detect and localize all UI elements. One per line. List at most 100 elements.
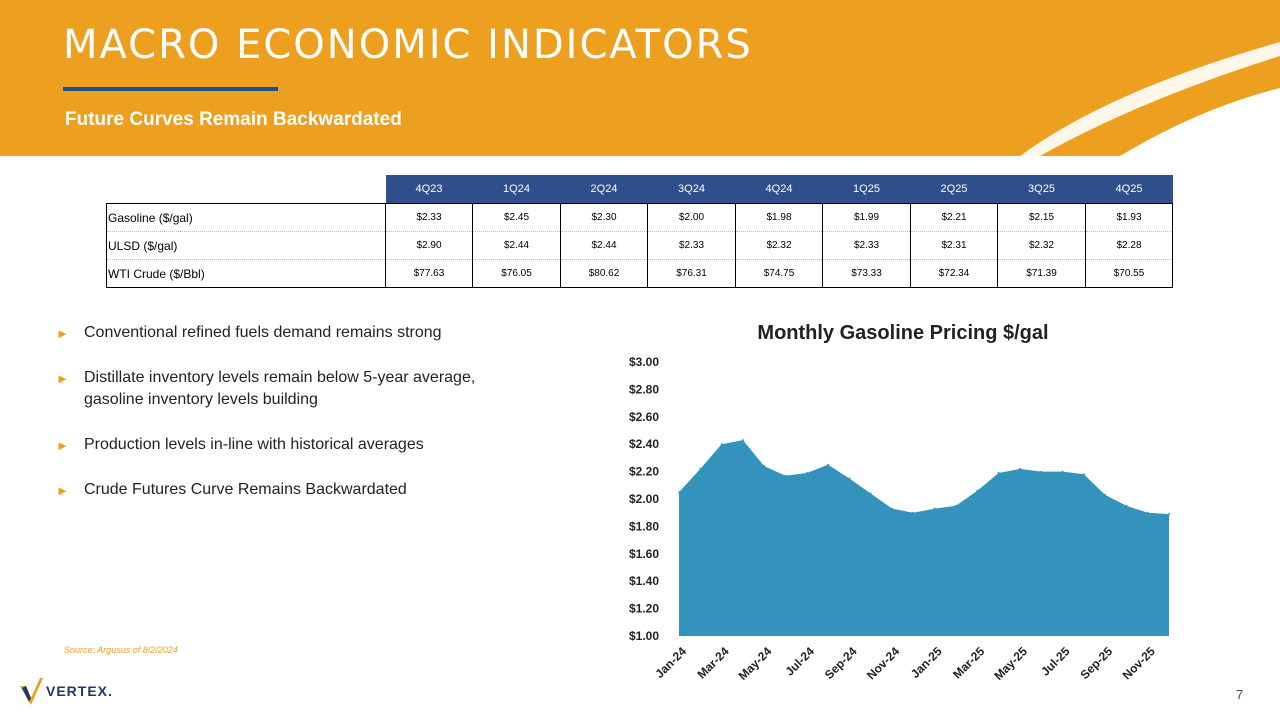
x-tick-label: Jul-25 — [1038, 644, 1073, 679]
header-swoosh-decoration — [1020, 42, 1280, 156]
vertex-chevron-icon — [20, 678, 43, 705]
row-label: ULSD ($/gal) — [106, 231, 386, 260]
data-point — [976, 489, 979, 492]
data-point — [678, 491, 680, 494]
table-header-cell: 4Q24 — [735, 175, 823, 204]
table-header-cell: 4Q25 — [1085, 175, 1173, 204]
data-point — [1082, 473, 1085, 476]
table-cell: $76.05 — [472, 259, 561, 288]
table-cell: $1.98 — [735, 203, 823, 232]
table-cell: $2.44 — [560, 231, 648, 260]
chart-title: Monthly Gasoline Pricing $/gal — [757, 322, 1048, 344]
bullet-text: Conventional refined fuels demand remain… — [84, 324, 442, 341]
futures-table: 4Q23 1Q24 2Q24 3Q24 4Q24 1Q25 2Q25 3Q25 … — [106, 175, 1173, 288]
table-cell: $2.15 — [997, 203, 1086, 232]
x-tick-label: Jul-24 — [783, 644, 818, 679]
bullet-text: Crude Futures Curve Remains Backwardated — [84, 481, 407, 498]
table-cell: $2.44 — [472, 231, 561, 260]
data-point — [1125, 504, 1128, 507]
bullet-item: ► Distillate inventory levels remain belo… — [56, 367, 526, 411]
data-point — [805, 472, 808, 474]
bullet-arrow-icon: ► — [56, 371, 69, 386]
table-header-cell: 1Q25 — [822, 175, 911, 204]
table-header-blank — [106, 175, 386, 204]
title-underline — [63, 87, 278, 91]
bullet-item: ► Conventional refined fuels demand remai… — [56, 322, 526, 344]
data-point — [1168, 513, 1170, 516]
data-point — [827, 463, 830, 466]
y-tick-label: $1.40 — [629, 574, 659, 588]
table-cell: $2.21 — [910, 203, 998, 232]
data-point — [933, 507, 936, 510]
data-point — [699, 467, 702, 470]
data-point — [955, 504, 957, 507]
bullet-arrow-icon: ► — [56, 483, 69, 498]
table-row: ULSD ($/gal) $2.90 $2.44 $2.44 $2.33 $2.… — [106, 231, 1173, 260]
data-point — [1061, 470, 1064, 473]
table-row: Gasoline ($/gal) $2.33 $2.45 $2.30 $2.00… — [106, 203, 1173, 232]
x-tick-label: May-24 — [736, 644, 775, 683]
bullet-item: ► Crude Futures Curve Remains Backwardate… — [56, 479, 526, 501]
data-point — [912, 511, 915, 514]
table-header-cell: 4Q23 — [385, 175, 473, 204]
table-cell: $2.00 — [647, 203, 736, 232]
table-cell: $80.62 — [560, 259, 648, 288]
data-point — [997, 472, 1000, 474]
data-point — [741, 439, 744, 442]
y-tick-label: $1.60 — [629, 547, 659, 561]
table-cell: $72.34 — [910, 259, 998, 288]
vertex-logo: VERTEX. — [18, 676, 113, 706]
bullet-text: Distillate inventory levels remain below… — [84, 369, 476, 408]
y-tick-label: $2.80 — [629, 382, 659, 396]
gasoline-area-series — [679, 440, 1169, 636]
table-header-cell: 2Q24 — [560, 175, 648, 204]
y-tick-label: $1.80 — [629, 519, 659, 533]
header-band: MACRO ECONOMIC INDICATORS Future Curves … — [0, 0, 1280, 156]
table-cell: $2.45 — [472, 203, 561, 232]
table-cell: $70.55 — [1085, 259, 1173, 288]
table-cell: $2.33 — [647, 231, 736, 260]
data-point — [869, 492, 872, 495]
table-cell: $1.93 — [1085, 203, 1173, 232]
row-label: WTI Crude ($/Bbl) — [106, 259, 386, 288]
y-tick-label: $3.00 — [629, 355, 659, 369]
x-tick-label: May-25 — [991, 644, 1030, 683]
bullet-list: ► Conventional refined fuels demand remai… — [56, 322, 526, 524]
bullet-arrow-icon: ► — [56, 438, 69, 453]
bullet-text: Production levels in-line with historica… — [84, 436, 424, 453]
data-point — [1018, 467, 1021, 470]
x-tick-label: Sep-24 — [822, 644, 860, 682]
table-header-cell: 3Q24 — [647, 175, 736, 204]
table-cell: $74.75 — [735, 259, 823, 288]
table-cell: $71.39 — [997, 259, 1086, 288]
row-label: Gasoline ($/gal) — [106, 203, 386, 232]
x-tick-label: Nov-25 — [1120, 644, 1158, 682]
data-point — [1104, 493, 1107, 496]
table-cell: $2.31 — [910, 231, 998, 260]
table-cell: $2.33 — [822, 231, 911, 260]
table-header-cell: 1Q24 — [472, 175, 561, 204]
x-tick-label: Jan-25 — [908, 644, 945, 681]
table-cell: $1.99 — [822, 203, 911, 232]
table-cell: $2.90 — [385, 231, 473, 260]
x-tick-label: Jan-24 — [652, 644, 689, 681]
data-point — [1146, 511, 1149, 514]
y-tick-label: $2.40 — [629, 437, 659, 451]
page-title: MACRO ECONOMIC INDICATORS — [63, 22, 753, 68]
data-point — [1040, 470, 1043, 473]
data-point — [891, 507, 893, 510]
table-row: WTI Crude ($/Bbl) $77.63 $76.05 $80.62 $… — [106, 259, 1173, 288]
table-cell: $2.28 — [1085, 231, 1173, 260]
gasoline-price-chart: Monthly Gasoline Pricing $/gal $3.00 $2.80… — [629, 322, 1170, 683]
table-cell: $2.33 — [385, 203, 473, 232]
x-tick-label: Mar-24 — [694, 644, 731, 681]
data-point — [784, 474, 787, 477]
table-header-cell: 2Q25 — [910, 175, 998, 204]
table-cell: $77.63 — [385, 259, 473, 288]
bullet-item: ► Production levels in-line with historic… — [56, 434, 526, 456]
y-tick-label: $2.60 — [629, 410, 659, 424]
table-cell: $73.33 — [822, 259, 911, 288]
y-tick-label: $2.20 — [629, 465, 659, 479]
table-cell: $2.32 — [997, 231, 1086, 260]
y-tick-label: $1.00 — [629, 629, 659, 643]
